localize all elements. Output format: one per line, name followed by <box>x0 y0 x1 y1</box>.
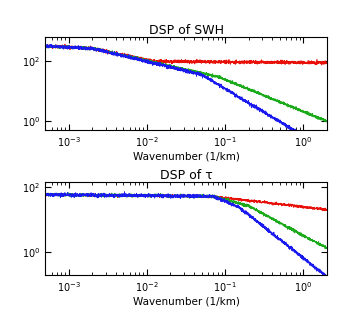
X-axis label: Wavenumber (1/km): Wavenumber (1/km) <box>132 296 240 307</box>
X-axis label: Wavenumber (1/km): Wavenumber (1/km) <box>132 152 240 162</box>
Title: DSP of τ: DSP of τ <box>160 169 212 182</box>
Title: DSP of SWH: DSP of SWH <box>148 24 224 37</box>
